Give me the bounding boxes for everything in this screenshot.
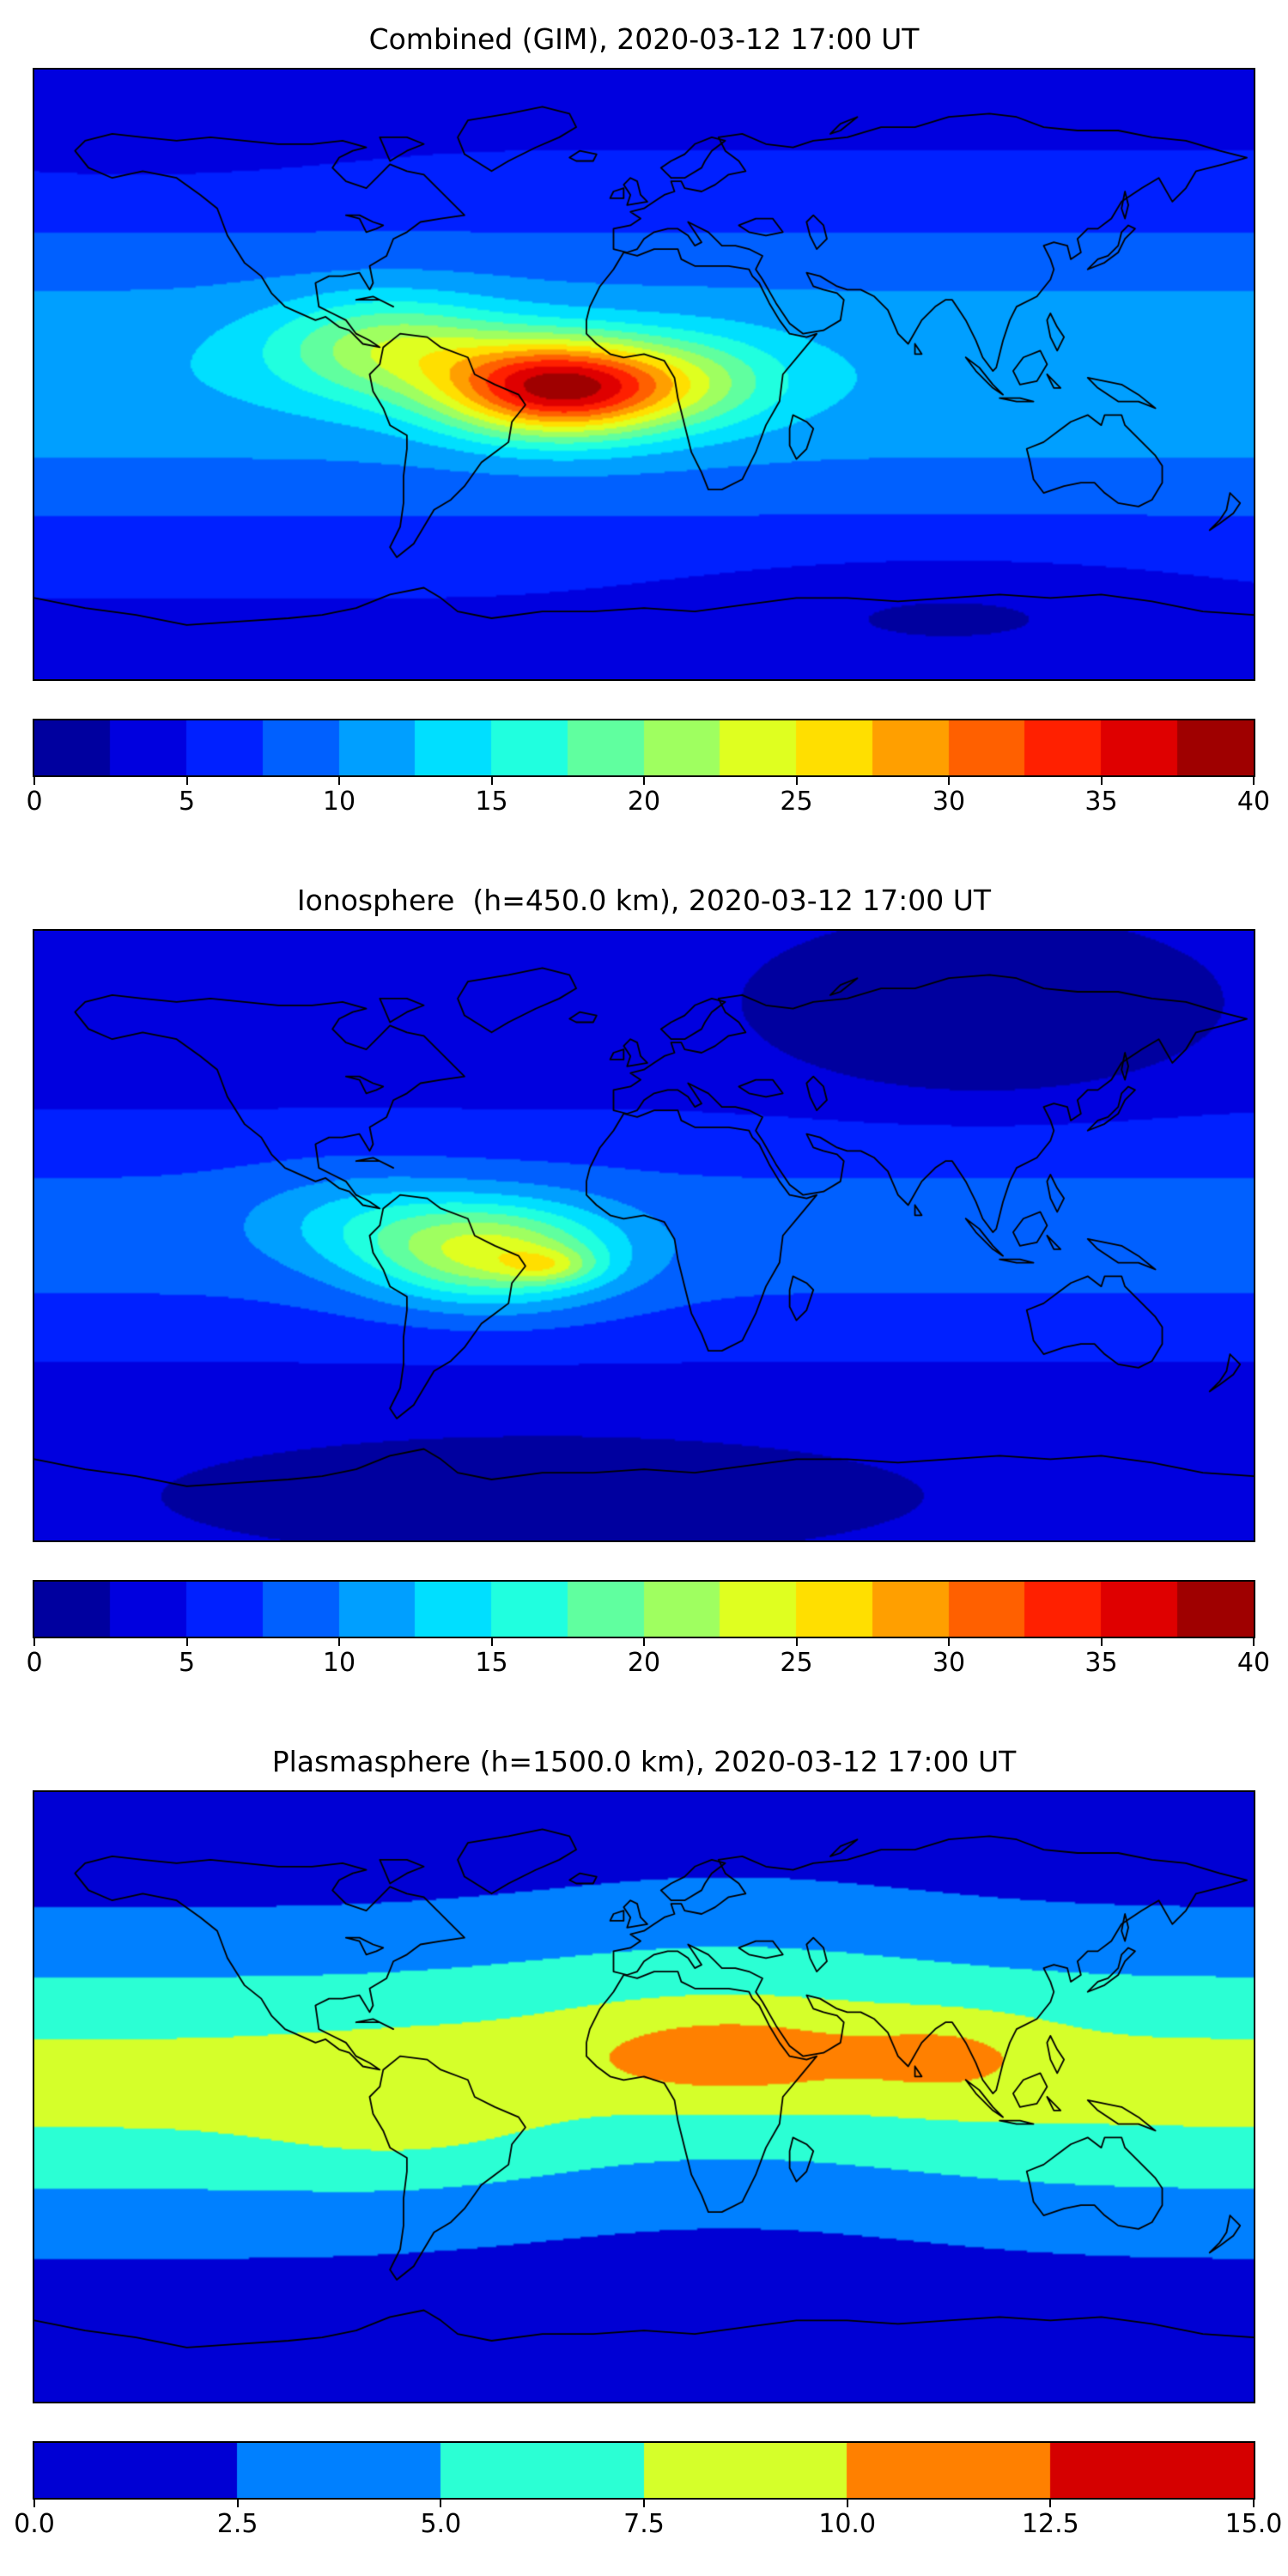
colorbar-tick	[1100, 777, 1103, 785]
combined-colorbar-ticks: 0 5 10 15 20 25 30 35 40	[26, 777, 1270, 822]
colorbar-tick-label: 20	[627, 1648, 661, 1678]
ionosphere-colorbar-canvas	[33, 1580, 1255, 1638]
colorbar-tick-label: 5	[178, 787, 196, 817]
colorbar-tick	[795, 1638, 798, 1646]
colorbar-tick	[643, 2500, 645, 2507]
colorbar-combined: 0 5 10 15 20 25 30 35 40	[26, 719, 1270, 822]
colorbar-tick-label: 0	[26, 1648, 43, 1678]
colorbar-tick	[1253, 2500, 1255, 2507]
panel-title-combined: Combined (GIM), 2020-03-12 17:00 UT	[368, 22, 920, 56]
colorbar-ionosphere: 0 5 10 15 20 25 30 35 40	[26, 1580, 1270, 1683]
combined-map-canvas	[33, 68, 1255, 681]
colorbar-tick-label: 15.0	[1224, 2509, 1283, 2539]
colorbar-tick	[338, 1638, 340, 1646]
colorbar-tick-label: 40	[1236, 787, 1271, 817]
colorbar-tick-label: 10	[322, 787, 356, 817]
panel-title-plasmasphere: Plasmasphere (h=1500.0 km), 2020-03-12 1…	[271, 1745, 1017, 1778]
panel-plasmasphere: Plasmasphere (h=1500.0 km), 2020-03-12 1…	[14, 1745, 1282, 2544]
colorbar-tick-label: 10.0	[818, 2509, 877, 2539]
colorbar-tick	[33, 777, 35, 785]
colorbar-tick-label: 5.0	[420, 2509, 462, 2539]
colorbar-tick-label: 15	[475, 787, 508, 817]
ionosphere-colorbar-ticks: 0 5 10 15 20 25 30 35 40	[26, 1638, 1270, 1683]
colorbar-tick	[846, 2500, 848, 2507]
colorbar-tick-label: 0.0	[14, 2509, 55, 2539]
colorbar-tick-label: 35	[1084, 1648, 1118, 1678]
colorbar-tick-label: 30	[932, 1648, 966, 1678]
colorbar-tick-label: 35	[1084, 787, 1118, 817]
plasmasphere-map-canvas	[33, 1790, 1255, 2403]
colorbar-tick-label: 25	[780, 787, 813, 817]
combined-colorbar-canvas	[33, 719, 1255, 777]
colorbar-tick-label: 40	[1236, 1648, 1271, 1678]
colorbar-tick	[490, 1638, 493, 1646]
plasmasphere-colorbar-ticks: 0.0 2.5 5.0 7.5 10.0 12.5 15.0	[14, 2500, 1282, 2544]
colorbar-tick	[948, 777, 950, 785]
colorbar-tick	[185, 1638, 188, 1646]
colorbar-tick	[33, 1638, 35, 1646]
panel-title-ionosphere: Ionosphere (h=450.0 km), 2020-03-12 17:0…	[296, 884, 992, 917]
colorbar-tick	[490, 777, 493, 785]
panel-combined-gim: Combined (GIM), 2020-03-12 17:00 UT 0 5 10…	[26, 22, 1270, 822]
colorbar-tick	[185, 777, 188, 785]
colorbar-tick-label: 5	[178, 1648, 196, 1678]
colorbar-tick-label: 25	[780, 1648, 813, 1678]
colorbar-tick-label: 20	[627, 787, 661, 817]
panel-ionosphere: Ionosphere (h=450.0 km), 2020-03-12 17:0…	[26, 884, 1270, 1683]
ionosphere-map-canvas	[33, 929, 1255, 1542]
colorbar-tick	[643, 777, 645, 785]
colorbar-tick	[643, 1638, 645, 1646]
colorbar-tick	[1253, 777, 1255, 785]
colorbar-tick-label: 30	[932, 787, 966, 817]
colorbar-tick	[1049, 2500, 1052, 2507]
colorbar-plasmasphere: 0.0 2.5 5.0 7.5 10.0 12.5 15.0	[14, 2441, 1282, 2544]
colorbar-tick	[236, 2500, 239, 2507]
colorbar-tick	[338, 777, 340, 785]
colorbar-tick-label: 15	[475, 1648, 508, 1678]
colorbar-tick	[1253, 1638, 1255, 1646]
colorbar-tick	[1100, 1638, 1103, 1646]
colorbar-tick	[33, 2500, 35, 2507]
colorbar-tick	[948, 1638, 950, 1646]
colorbar-tick	[440, 2500, 442, 2507]
colorbar-tick-label: 2.5	[216, 2509, 258, 2539]
colorbar-tick-label: 10	[322, 1648, 356, 1678]
colorbar-tick	[795, 777, 798, 785]
colorbar-tick-label: 0	[26, 787, 43, 817]
colorbar-tick-label: 7.5	[623, 2509, 665, 2539]
colorbar-tick-label: 12.5	[1021, 2509, 1079, 2539]
plasmasphere-colorbar-canvas	[33, 2441, 1255, 2500]
